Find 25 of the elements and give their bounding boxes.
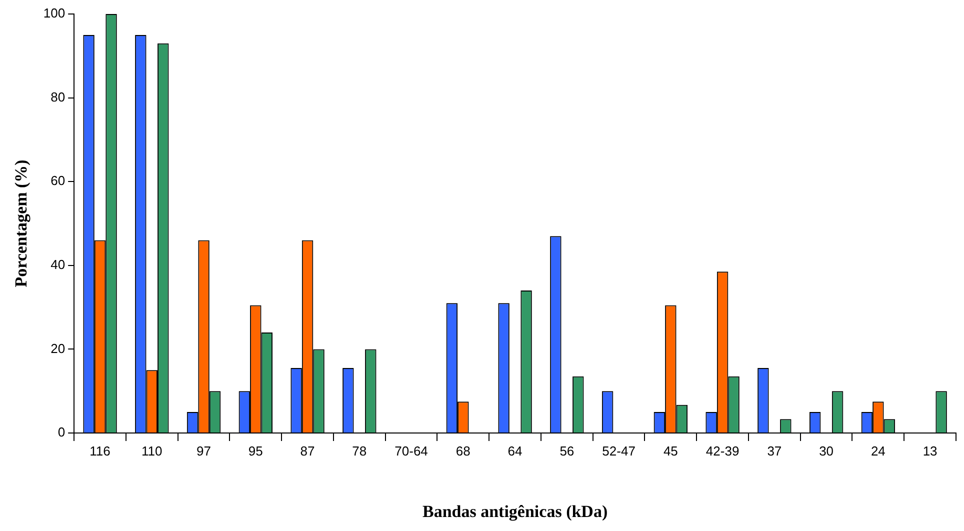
y-tick-label: 20 — [50, 340, 66, 356]
x-tick-label: 24 — [870, 443, 886, 458]
x-tick-label: 95 — [248, 443, 263, 458]
y-tick-label: 80 — [50, 89, 66, 104]
x-tick-label: 37 — [767, 443, 782, 458]
x-tick-label: 97 — [196, 443, 212, 458]
y-axis-title: Porcentagem (%) — [12, 160, 31, 288]
x-tick-label: 42-39 — [706, 443, 740, 458]
x-tick-label: 116 — [90, 443, 110, 458]
y-tick-label: 40 — [50, 256, 66, 272]
x-tick-label: 45 — [663, 443, 678, 458]
x-tick-label: 70-64 — [394, 443, 428, 458]
x-tick-label: 30 — [819, 443, 834, 458]
x-axis-title: Bandas antigênicas (kDa) — [422, 502, 608, 522]
y-tick-label: 100 — [43, 6, 66, 21]
y-tick-label: 60 — [50, 173, 66, 188]
x-tick-label: 52-47 — [602, 443, 636, 458]
y-tick-label: 0 — [58, 424, 66, 440]
x-tick-label: 68 — [456, 443, 470, 458]
x-tick-label: 87 — [300, 443, 315, 458]
x-tick-label: 110 — [142, 443, 162, 458]
x-tick-label: 56 — [560, 443, 574, 458]
x-tick-label: 13 — [922, 443, 938, 458]
x-tick-label: 64 — [508, 443, 522, 458]
x-tick-label: 78 — [352, 443, 367, 458]
